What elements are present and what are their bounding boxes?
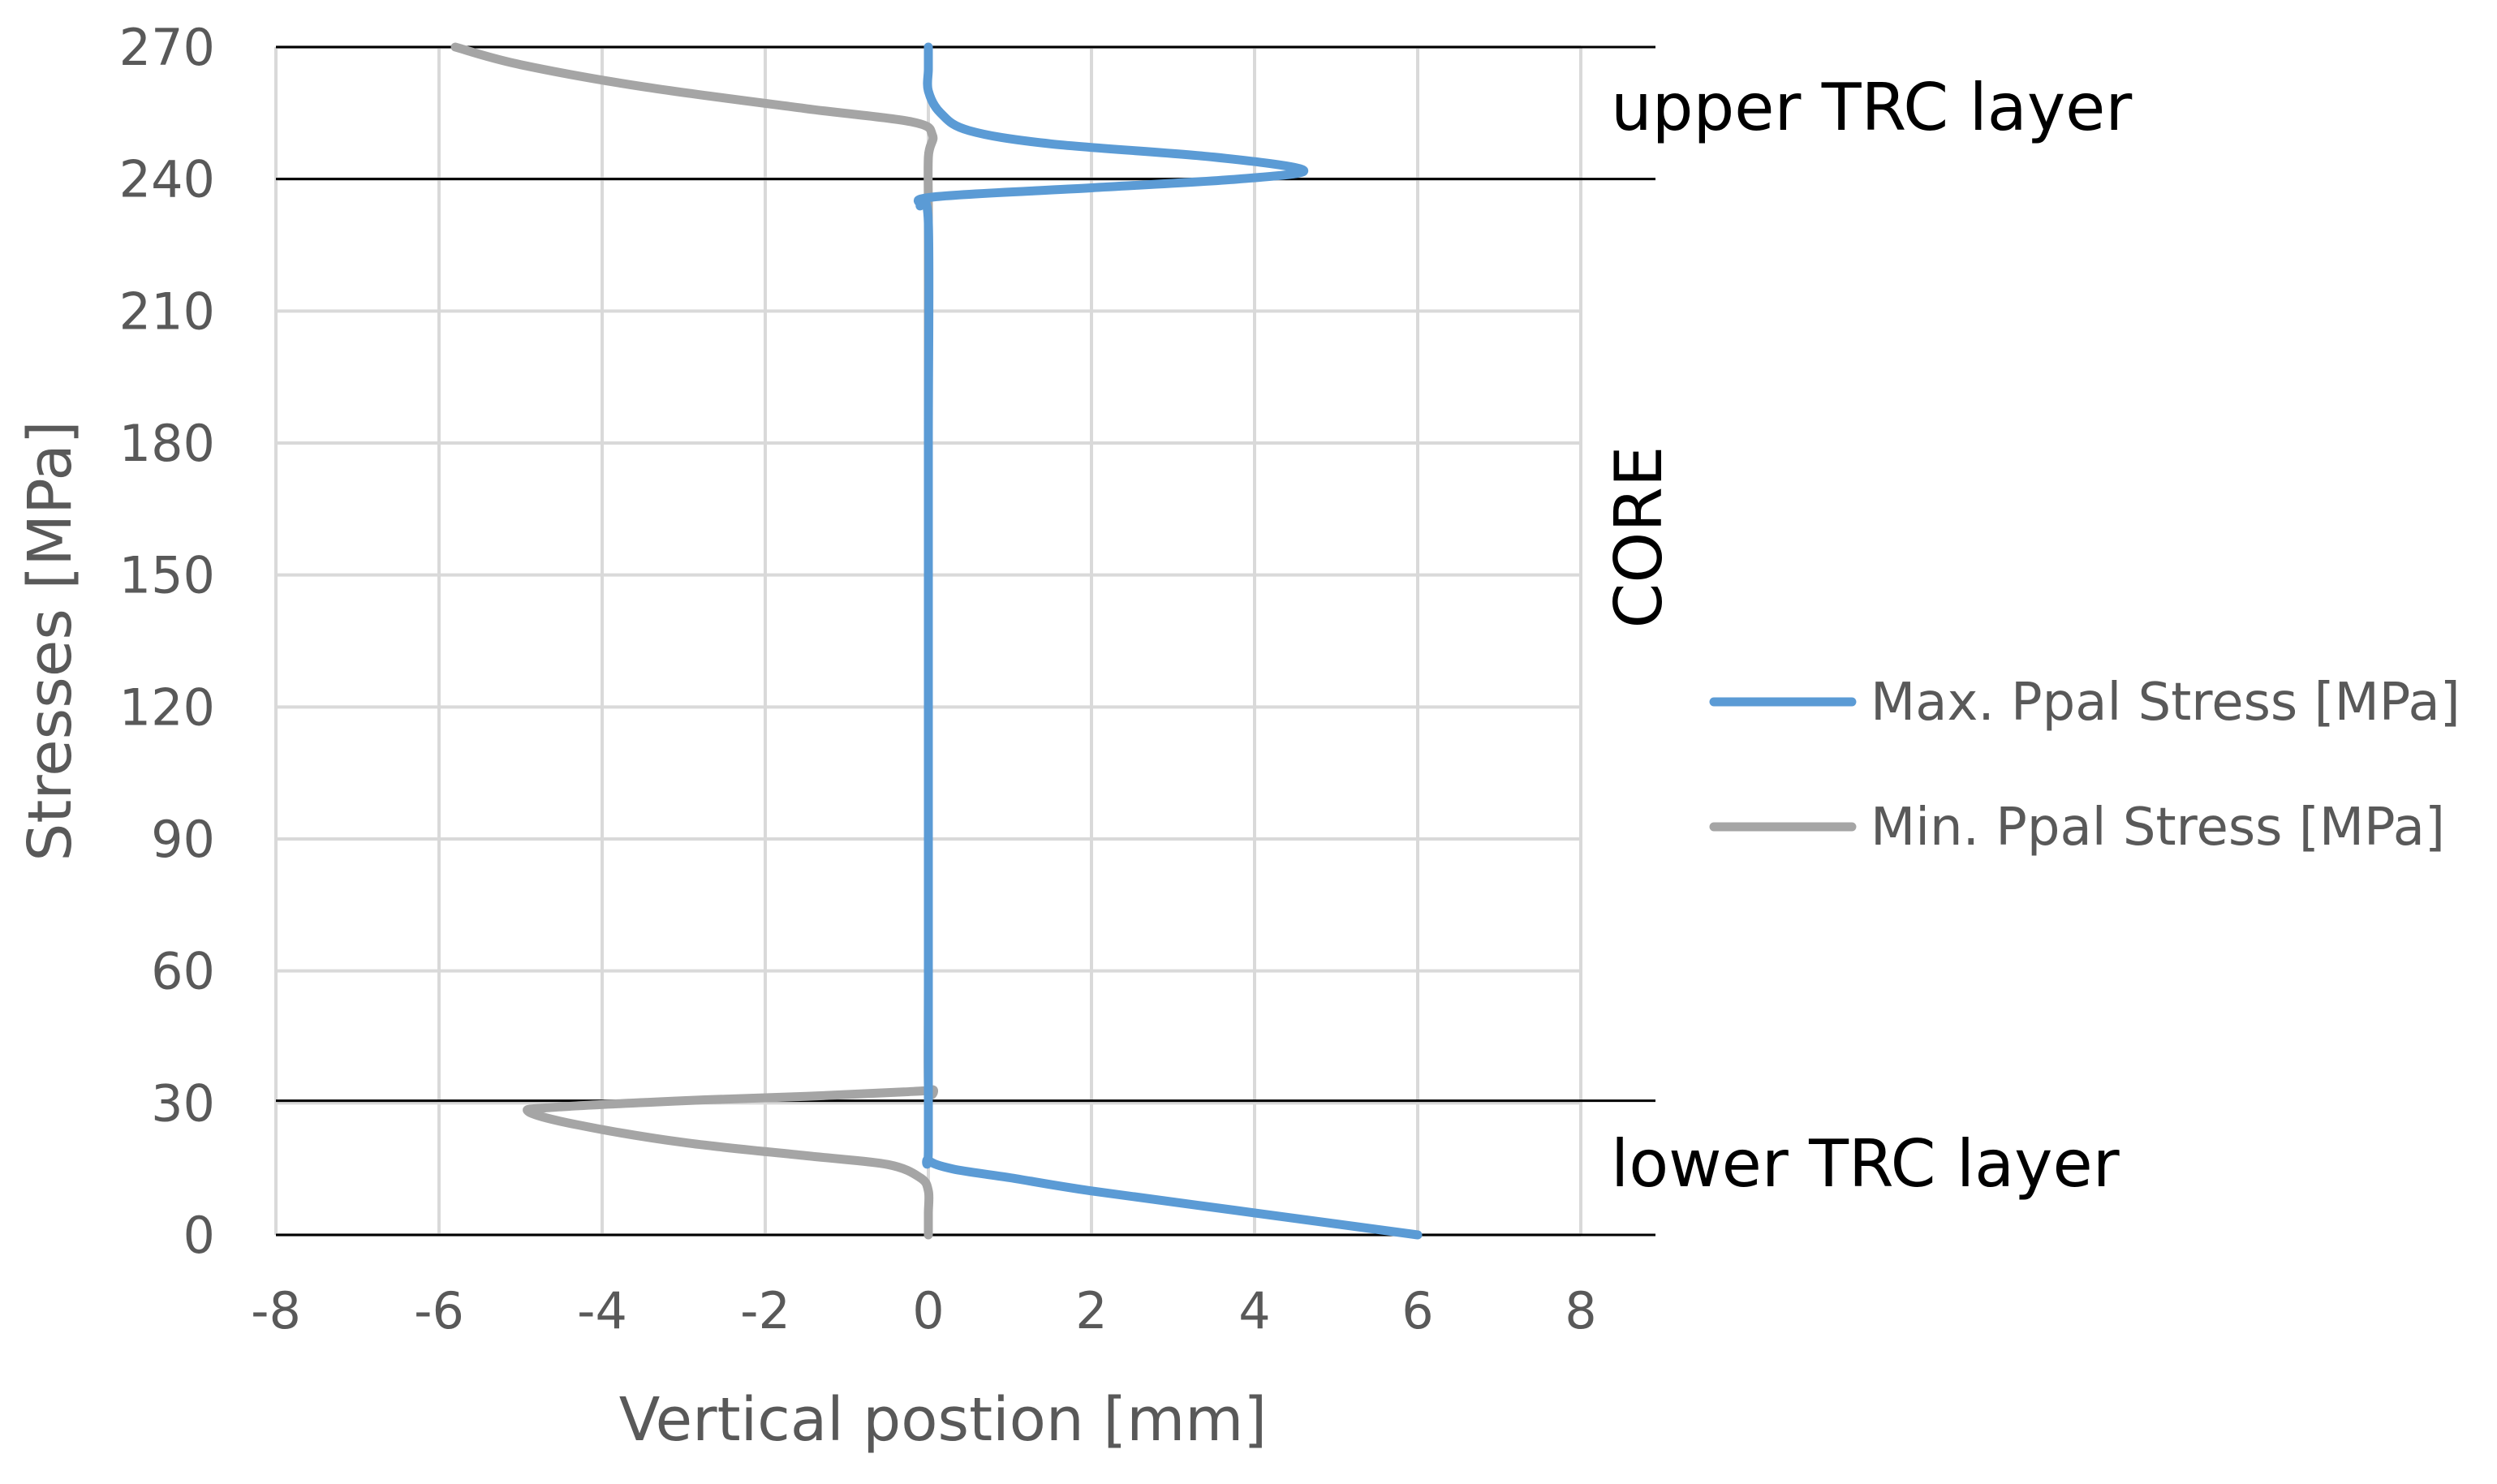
x-tick-label-neg8: -8 bbox=[251, 1281, 301, 1340]
x-tick-label-neg6: -6 bbox=[414, 1281, 464, 1340]
y-tick-label-240: 240 bbox=[119, 150, 215, 209]
y-tick-label-120: 120 bbox=[119, 677, 215, 737]
x-tick-label-6: 6 bbox=[1401, 1281, 1433, 1340]
x-axis-title: Vertical postion [mm] bbox=[619, 1385, 1268, 1455]
y-axis-title: Stresses [MPa] bbox=[15, 420, 85, 861]
legend-label-min: Min. Ppal Stress [MPa] bbox=[1871, 798, 2445, 858]
region-label-upper: upper TRC layer bbox=[1611, 70, 2132, 145]
region-label-lower: lower TRC layer bbox=[1611, 1126, 2120, 1202]
x-tick-label-0: 0 bbox=[912, 1281, 944, 1340]
y-tick-label-210: 210 bbox=[119, 282, 215, 341]
tick-labels: -8 -6 -4 -2 0 2 4 6 8 0 30 60 90 120 150 180 210 240 270 bbox=[119, 18, 1597, 1340]
series-line-min-ppal-stress bbox=[450, 42, 938, 1240]
y-tick-label-270: 270 bbox=[119, 18, 215, 77]
y-tick-label-0: 0 bbox=[183, 1206, 215, 1265]
y-tick-label-180: 180 bbox=[119, 414, 215, 473]
series-line-max-ppal-stress bbox=[913, 42, 1423, 1240]
legend-label-max: Max. Ppal Stress [MPa] bbox=[1871, 673, 2460, 733]
y-tick-label-90: 90 bbox=[151, 810, 215, 869]
x-tick-label-2: 2 bbox=[1075, 1281, 1107, 1340]
legend: Max. Ppal Stress [MPa] Min. Ppal Stress … bbox=[1709, 673, 2460, 858]
y-tick-label-150: 150 bbox=[119, 546, 215, 605]
x-tick-label-4: 4 bbox=[1238, 1281, 1270, 1340]
x-tick-label-8: 8 bbox=[1565, 1281, 1596, 1340]
region-label-core: CORE bbox=[1601, 446, 1677, 629]
series-lines bbox=[450, 42, 1423, 1240]
y-tick-label-60: 60 bbox=[151, 942, 215, 1001]
layer-boundaries bbox=[276, 45, 1655, 1237]
x-tick-label-neg4: -4 bbox=[577, 1281, 627, 1340]
y-tick-label-30: 30 bbox=[151, 1073, 215, 1133]
x-tick-label-neg2: -2 bbox=[740, 1281, 790, 1340]
